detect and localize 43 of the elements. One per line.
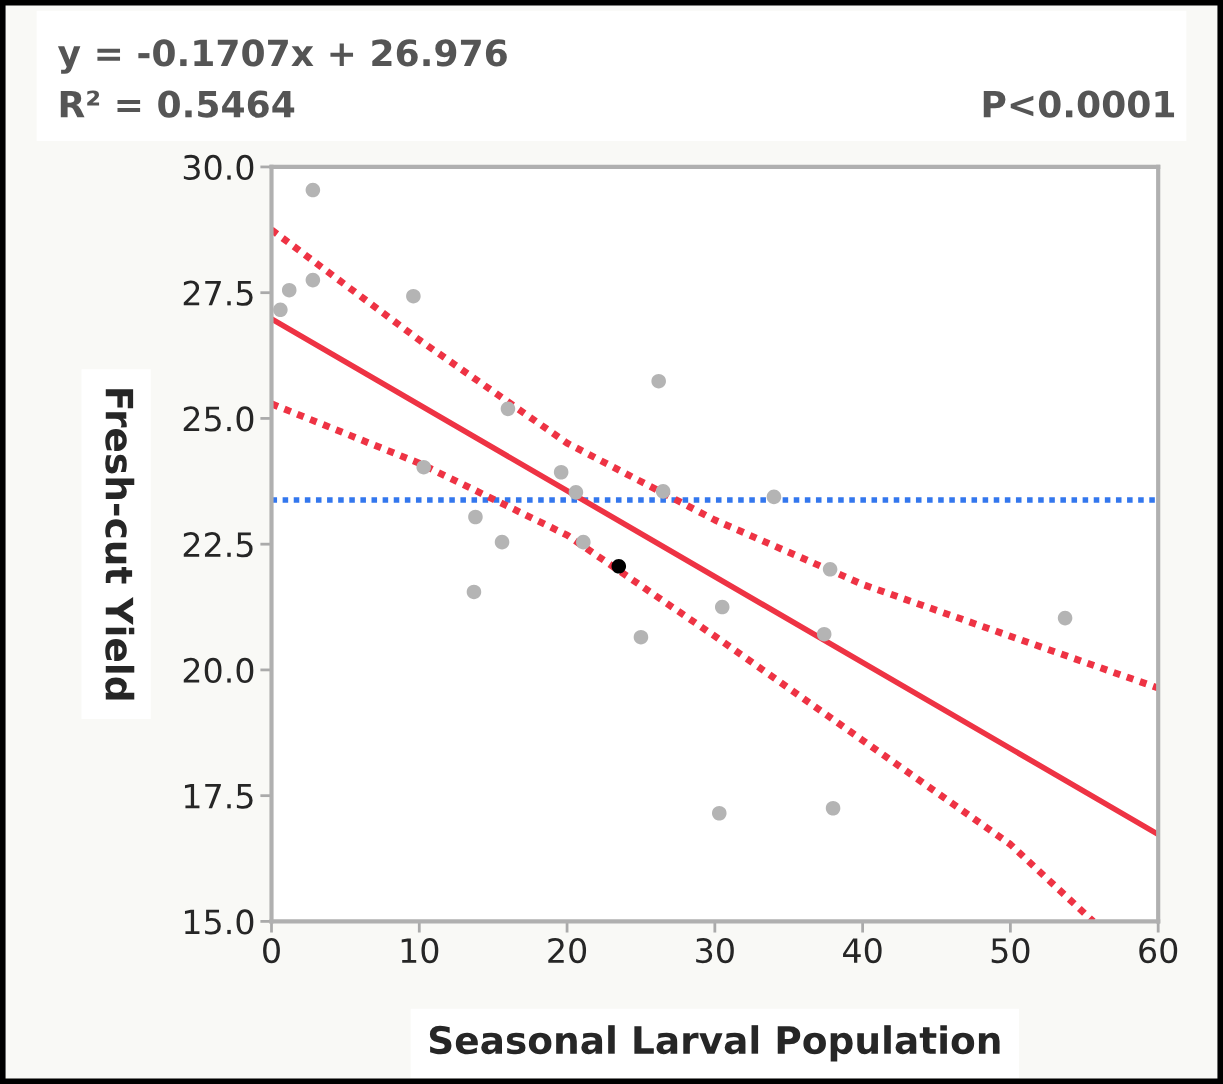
point	[406, 288, 421, 304]
point	[305, 272, 321, 288]
point	[281, 282, 297, 298]
y-tick-label: 20.0	[183, 657, 254, 684]
point	[553, 464, 569, 480]
text: P<0.0001	[983, 90, 1175, 118]
point	[468, 509, 483, 525]
point	[500, 401, 516, 417]
x-tick-label: 50	[991, 937, 1030, 964]
point	[825, 800, 841, 816]
point	[494, 534, 510, 550]
y-tick-label: 27.5	[183, 280, 253, 306]
point	[822, 562, 838, 577]
text: y = -0.1707x + 26.976	[57, 39, 507, 74]
x-axis-title: Seasonal Larval Population	[429, 1025, 1000, 1062]
y-axis-title: Fresh-cut Yield	[105, 389, 135, 700]
x-tick-label: 30	[696, 937, 734, 964]
point	[633, 629, 649, 645]
x-tick-label: 10	[401, 937, 439, 964]
point	[651, 373, 666, 389]
y-tick-label: 15.0	[184, 909, 254, 935]
y-tick-label: 22.5	[183, 532, 253, 558]
point	[711, 805, 727, 821]
point	[466, 584, 482, 600]
text: R² = 0.5464	[60, 90, 295, 118]
y-tick-label: 25.0	[183, 406, 254, 432]
x-tick-label: 20	[548, 937, 587, 964]
point	[611, 559, 627, 574]
point	[766, 489, 782, 505]
point	[655, 484, 671, 499]
x-tick-label: 0	[263, 937, 280, 964]
point	[714, 599, 730, 615]
y-tick-label: 17.5	[184, 784, 253, 809]
point	[305, 182, 321, 198]
point	[1057, 610, 1073, 626]
y-tick-label: 30.0	[183, 154, 254, 181]
point	[576, 534, 591, 550]
point	[273, 302, 288, 318]
x-tick-label: 60	[1139, 937, 1178, 964]
point	[568, 485, 584, 500]
x-tick-label: 40	[843, 937, 882, 964]
point	[816, 626, 832, 642]
point	[416, 459, 431, 475]
